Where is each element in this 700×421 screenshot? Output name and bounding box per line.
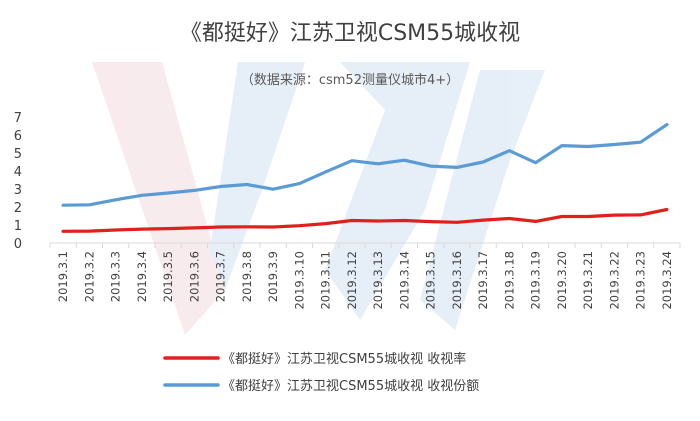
x-tick-label: 2019.3.7 — [214, 251, 228, 302]
y-axis: 0 1 2 3 4 5 6 7 — [14, 111, 22, 252]
x-tick-label: 2019.3.5 — [161, 251, 175, 302]
x-tick-label: 2019.3.11 — [319, 251, 333, 310]
legend: 《都挺好》江苏卫视CSM55城收视 收视率《都挺好》江苏卫视CSM55城收视 收… — [163, 351, 479, 394]
x-tick-label: 2019.3.14 — [397, 251, 411, 310]
y-tick-label: 1 — [14, 219, 22, 234]
legend-label-share: 《都挺好》江苏卫视CSM55城收视 收视份额 — [222, 378, 479, 394]
y-tick-label: 7 — [14, 111, 22, 126]
y-tick-label: 6 — [14, 129, 22, 144]
x-tick-label: 2019.3.21 — [581, 251, 595, 310]
x-tick-label: 2019.3.3 — [109, 251, 123, 302]
x-tick-label: 2019.3.15 — [424, 251, 438, 310]
legend-label-rating: 《都挺好》江苏卫视CSM55城收视 收视率 — [222, 351, 466, 367]
x-tick-label: 2019.3.22 — [607, 251, 621, 310]
x-tick-label: 2019.3.10 — [292, 251, 306, 310]
y-tick-label: 2 — [14, 201, 22, 216]
series-line-share — [61, 122, 669, 207]
x-tick-label: 2019.3.8 — [240, 251, 254, 302]
x-tick-label: 2019.3.18 — [502, 251, 516, 310]
x-tick-label: 2019.3.12 — [345, 251, 359, 310]
series-line-rating — [61, 207, 669, 233]
x-tick-label: 2019.3.17 — [476, 251, 490, 310]
chart-title: 《都挺好》江苏卫视CSM55城收视 — [180, 21, 520, 46]
x-tick-label: 2019.3.20 — [555, 251, 569, 310]
x-tick-label: 2019.3.6 — [187, 251, 201, 302]
x-tick-label: 2019.3.4 — [135, 251, 149, 302]
series-layer — [61, 122, 669, 233]
x-tick-label: 2019.3.13 — [371, 251, 385, 310]
x-tick-label: 2019.3.1 — [56, 251, 70, 302]
y-tick-label: 5 — [14, 147, 22, 162]
y-tick-label: 3 — [14, 183, 22, 198]
x-tick-label: 2019.3.24 — [660, 251, 674, 310]
x-tick-label: 2019.3.23 — [634, 251, 648, 310]
chart-subtitle: （数据来源：csm52测量仪城市4+） — [241, 72, 459, 88]
watermark-logo — [92, 62, 545, 335]
y-tick-label: 4 — [14, 165, 22, 180]
y-tick-label: 0 — [14, 237, 22, 252]
x-axis: 2019.3.1 2019.3.2 2019.3.3 2019.3.4 2019.3.5… — [49, 242, 681, 310]
x-tick-label: 2019.3.16 — [450, 251, 464, 310]
x-tick-label: 2019.3.2 — [82, 251, 96, 302]
x-tick-label: 2019.3.9 — [266, 251, 280, 302]
x-tick-label: 2019.3.19 — [529, 251, 543, 310]
